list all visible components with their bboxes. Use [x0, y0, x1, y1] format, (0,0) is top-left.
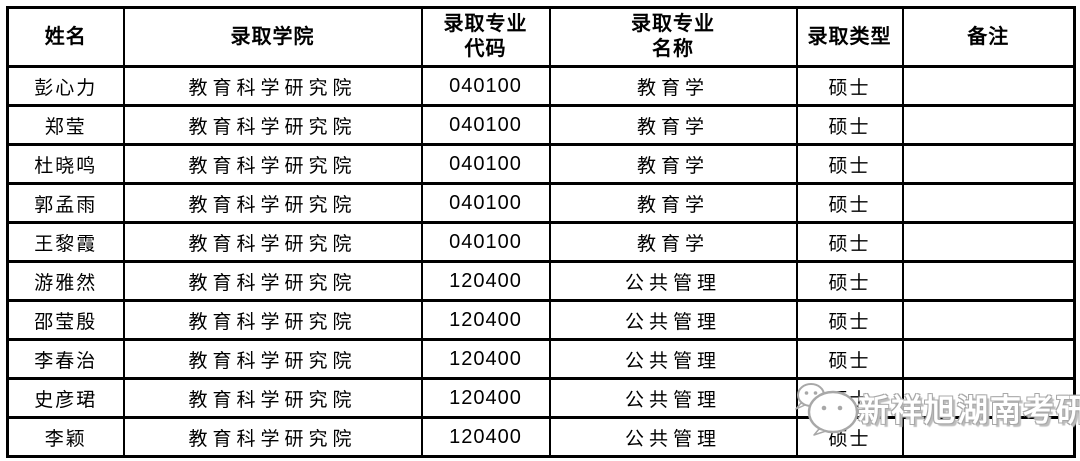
admission-type-cell: 硕士	[795, 104, 904, 146]
major-name-cell: 公共管理	[548, 377, 798, 419]
header-name: 姓名	[6, 6, 125, 68]
header-row: 姓名 录取学院 录取专业 代码 录取专业 名称 录取类型	[6, 6, 1076, 68]
table-header: 姓名 录取学院 录取专业 代码 录取专业 名称 录取类型	[6, 6, 1076, 68]
header-major-name-line1: 录取专业	[631, 13, 715, 35]
table-body: 彭心力 教育科学研究院 040100 教育学 硕士 郑莹 教育科学研究院 040…	[6, 65, 1076, 458]
name-cell: 郭孟雨	[6, 182, 125, 224]
remark-cell	[901, 143, 1076, 185]
major-code-cell: 040100	[420, 143, 551, 185]
college-cell: 教育科学研究院	[122, 104, 423, 146]
table-row: 邵莹殷 教育科学研究院 120400 公共管理 硕士	[6, 299, 1076, 341]
major-name-cell: 公共管理	[548, 260, 798, 302]
major-code-cell: 120400	[420, 299, 551, 341]
table-row: 彭心力 教育科学研究院 040100 教育学 硕士	[6, 65, 1076, 107]
admission-type-cell: 硕士	[795, 416, 904, 458]
major-code-cell: 120400	[420, 416, 551, 458]
major-code-cell: 040100	[420, 182, 551, 224]
major-name-cell: 教育学	[548, 143, 798, 185]
remark-cell	[901, 221, 1076, 263]
remark-cell	[901, 299, 1076, 341]
admission-type-cell: 硕士	[795, 65, 904, 107]
major-name-cell: 公共管理	[548, 416, 798, 458]
header-major-name: 录取专业 名称	[548, 6, 798, 68]
major-name-cell: 教育学	[548, 104, 798, 146]
table-row: 杜晓鸣 教育科学研究院 040100 教育学 硕士	[6, 143, 1076, 185]
major-code-cell: 040100	[420, 104, 551, 146]
remark-cell	[901, 416, 1076, 458]
admission-type-cell: 硕士	[795, 221, 904, 263]
header-name-label: 姓名	[44, 25, 87, 48]
name-cell: 邵莹殷	[6, 299, 125, 341]
name-cell: 郑莹	[6, 104, 125, 146]
table-row: 李春治 教育科学研究院 120400 公共管理 硕士	[6, 338, 1076, 380]
header-admission-type: 录取类型	[795, 6, 904, 68]
major-name-cell: 公共管理	[548, 338, 798, 380]
admission-type-cell: 硕士	[795, 182, 904, 224]
remark-cell	[901, 104, 1076, 146]
remark-cell	[901, 182, 1076, 224]
name-cell: 李春治	[6, 338, 125, 380]
header-remark-label: 备注	[967, 25, 1010, 48]
remark-cell	[901, 338, 1076, 380]
major-code-cell: 040100	[420, 65, 551, 107]
header-college-label: 录取学院	[230, 25, 315, 48]
header-admission-type-label: 录取类型	[807, 25, 892, 48]
header-major-code-line1: 录取专业	[443, 13, 528, 35]
major-name-cell: 教育学	[548, 65, 798, 107]
admission-type-cell: 硕士	[795, 377, 904, 419]
name-cell: 彭心力	[6, 65, 125, 107]
college-cell: 教育科学研究院	[122, 338, 423, 380]
major-name-cell: 公共管理	[548, 299, 798, 341]
major-code-cell: 120400	[420, 377, 551, 419]
table-row: 王黎霞 教育科学研究院 040100 教育学 硕士	[6, 221, 1076, 263]
header-college: 录取学院	[122, 6, 423, 68]
major-code-cell: 120400	[420, 260, 551, 302]
name-cell: 游雅然	[6, 260, 125, 302]
major-name-cell: 教育学	[548, 182, 798, 224]
major-code-cell: 120400	[420, 338, 551, 380]
major-code-cell: 040100	[420, 221, 551, 263]
college-cell: 教育科学研究院	[122, 416, 423, 458]
college-cell: 教育科学研究院	[122, 65, 423, 107]
table-row: 李颖 教育科学研究院 120400 公共管理 硕士	[6, 416, 1076, 458]
admission-type-cell: 硕士	[795, 338, 904, 380]
college-cell: 教育科学研究院	[122, 377, 423, 419]
college-cell: 教育科学研究院	[122, 221, 423, 263]
remark-cell	[901, 377, 1076, 419]
major-name-cell: 教育学	[548, 221, 798, 263]
table-row: 史彦珺 教育科学研究院 120400 公共管理 硕士	[6, 377, 1076, 419]
header-major-code-line2: 代码	[464, 38, 507, 60]
name-cell: 史彦珺	[6, 377, 125, 419]
table-row: 游雅然 教育科学研究院 120400 公共管理 硕士	[6, 260, 1076, 302]
table-row: 郭孟雨 教育科学研究院 040100 教育学 硕士	[6, 182, 1076, 224]
remark-cell	[901, 260, 1076, 302]
admission-table-wrap: 姓名 录取学院 录取专业 代码 录取专业 名称 录取类型	[6, 6, 1076, 458]
admission-type-cell: 硕士	[795, 260, 904, 302]
header-remark: 备注	[901, 6, 1076, 68]
name-cell: 杜晓鸣	[6, 143, 125, 185]
college-cell: 教育科学研究院	[122, 182, 423, 224]
college-cell: 教育科学研究院	[122, 299, 423, 341]
header-major-name-line2: 名称	[652, 38, 694, 60]
table-row: 郑莹 教育科学研究院 040100 教育学 硕士	[6, 104, 1076, 146]
remark-cell	[901, 65, 1076, 107]
college-cell: 教育科学研究院	[122, 143, 423, 185]
admission-table: 姓名 录取学院 录取专业 代码 录取专业 名称 录取类型	[6, 6, 1076, 458]
name-cell: 王黎霞	[6, 221, 125, 263]
header-major-code: 录取专业 代码	[420, 6, 551, 68]
name-cell: 李颖	[6, 416, 125, 458]
college-cell: 教育科学研究院	[122, 260, 423, 302]
admission-type-cell: 硕士	[795, 299, 904, 341]
admission-type-cell: 硕士	[795, 143, 904, 185]
